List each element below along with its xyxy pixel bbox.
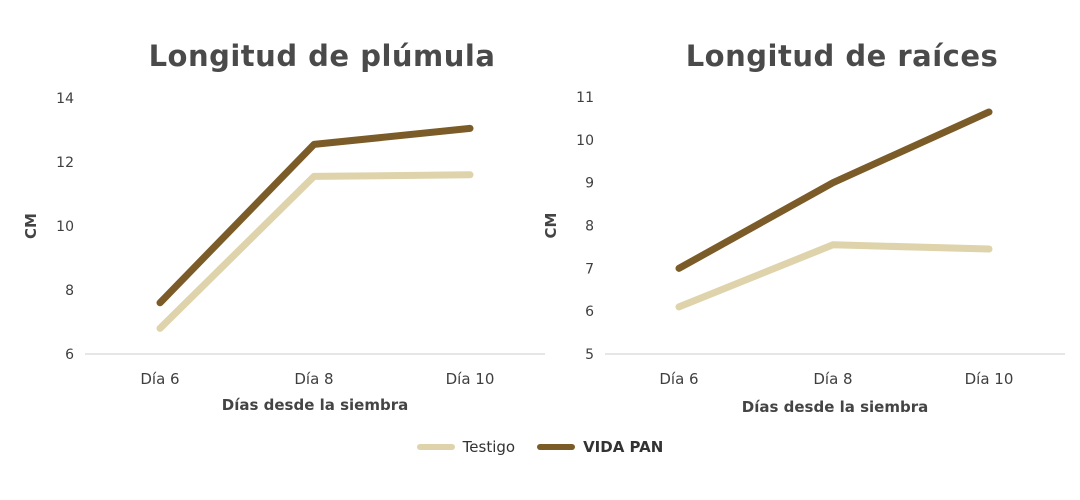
y-tick-label: 10 [56, 219, 74, 235]
chart-title: Longitud de plúmula [149, 39, 496, 73]
x-tick-label: Día 10 [446, 370, 495, 388]
legend-item-testigo: Testigo [416, 438, 516, 456]
x-tick-label: Día 6 [659, 370, 698, 388]
legend-swatch-testigo [416, 444, 455, 450]
charts-canvas: Longitud de plúmula 6 8 10 12 14 CM Día 6 Día 8 D… [22, 39, 1065, 416]
series-line-testigo [675, 241, 993, 311]
x-axis-label: Días desde la siembra [222, 396, 408, 414]
chart-longitud-raices: Longitud de raíces 5 6 7 8 9 10 11 CM Día 6 Día 8 D… [542, 39, 1065, 416]
y-tick-label: 12 [56, 155, 74, 171]
y-tick-label: 8 [585, 219, 594, 235]
x-axis-label: Días desde la siembra [742, 398, 928, 416]
series-line-vida-pan [156, 124, 474, 307]
x-tick-label: Día 6 [140, 370, 179, 388]
y-tick-label: 6 [585, 304, 594, 320]
x-tick-label: Día 8 [294, 370, 333, 388]
legend-label-testigo: Testigo [462, 438, 516, 456]
x-tick-label: Día 8 [813, 370, 852, 388]
y-tick-label: 9 [585, 176, 594, 192]
y-tick-label: 5 [585, 347, 594, 363]
x-tick-label: Día 10 [965, 370, 1014, 388]
legend-swatch-vida-pan [537, 444, 576, 450]
chart-title: Longitud de raíces [686, 39, 999, 73]
series-line-vida-pan [675, 108, 993, 272]
y-axis-label: CM [542, 213, 560, 239]
series-line-testigo [156, 171, 474, 332]
y-tick-label: 11 [576, 90, 594, 106]
legend-item-vida-pan: VIDA PAN [537, 438, 663, 456]
y-tick-label: 7 [585, 261, 594, 277]
y-tick-label: 14 [56, 91, 74, 107]
y-tick-label: 6 [65, 347, 74, 363]
legend: Testigo VIDA PAN [0, 438, 1080, 456]
y-tick-label: 8 [65, 283, 74, 299]
y-tick-label: 10 [576, 133, 594, 149]
legend-label-vida-pan: VIDA PAN [583, 438, 664, 456]
chart-longitud-plumula: Longitud de plúmula 6 8 10 12 14 CM Día 6 Día 8 D… [22, 39, 545, 414]
y-axis-label: CM [22, 213, 40, 239]
